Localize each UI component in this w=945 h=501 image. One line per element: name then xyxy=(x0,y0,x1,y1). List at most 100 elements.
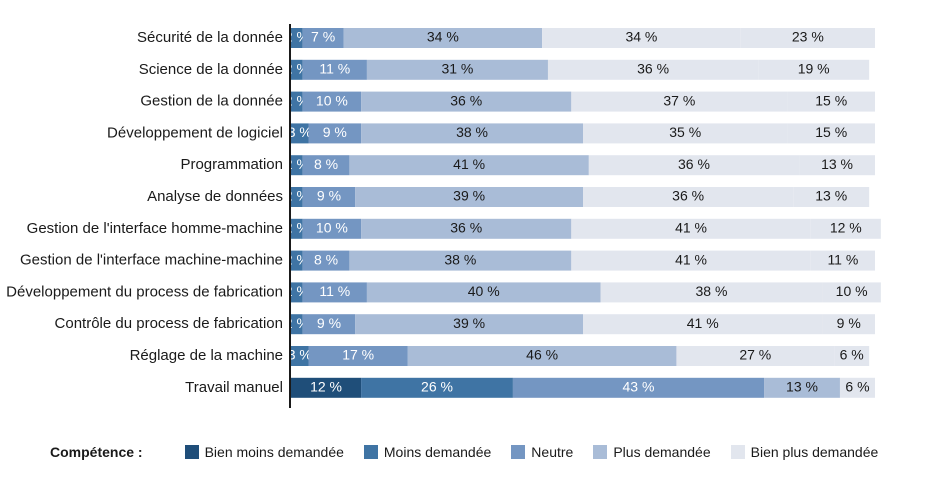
legend-swatch-0 xyxy=(184,445,199,459)
bar-segment-r10-s5 xyxy=(834,346,870,366)
legend-swatch-3 xyxy=(593,445,608,459)
bar-segment-r2-s2 xyxy=(302,91,362,112)
bar-segment-r9-s2 xyxy=(302,314,356,335)
bar-segment-r4-s4 xyxy=(588,155,800,176)
data-label-r7-s3: 38 % xyxy=(444,251,476,267)
bar-segment-r5-s2 xyxy=(302,187,356,207)
bar-segment-r1-s4 xyxy=(547,59,759,80)
data-label-r1-s3: 31 % xyxy=(441,61,473,77)
bar-segment-r7-s1 xyxy=(291,250,303,271)
data-label-r8-s5: 10 % xyxy=(836,283,868,299)
data-label-r2-s2: 10 % xyxy=(316,92,348,108)
stacked-bar-chart: Sécurité de la donnée Science de la donné… xyxy=(6,24,881,408)
legend-swatch-4 xyxy=(730,445,745,459)
legend-swatch-2 xyxy=(511,445,526,459)
data-label-r0-s5: 23 % xyxy=(792,29,824,45)
data-label-r6-s5: 12 % xyxy=(830,220,862,236)
legend-title: Compétence : xyxy=(50,444,143,460)
bar-segment-r0-s4 xyxy=(542,28,741,48)
category-label-5: Analyse de données xyxy=(147,188,283,205)
data-label-r7-s4: 41 % xyxy=(675,251,707,267)
category-label-6: Gestion de l'interface homme-machine xyxy=(27,220,283,237)
bar-segment-r5-s3 xyxy=(355,187,583,207)
bar-segment-r9-s3 xyxy=(355,314,583,335)
category-label-0: Sécurité de la donnée xyxy=(137,29,283,46)
data-label-r6-s3: 36 % xyxy=(450,220,482,236)
bar-segment-r0-s5 xyxy=(740,28,875,48)
data-label-r9-s2: 9 % xyxy=(317,315,341,331)
bar-segment-r9-s4 xyxy=(583,314,823,335)
bar-segment-r1-s3 xyxy=(366,59,548,80)
data-label-r5-s5: 13 % xyxy=(815,188,847,204)
bar-segment-r4-s1 xyxy=(291,155,303,176)
legend-item-bien-plus-demandee: Bien plus demandée xyxy=(730,444,878,460)
data-label-r11-s3: 13 % xyxy=(786,379,818,395)
legend-label-1: Moins demandée xyxy=(383,444,492,460)
legend-item-neutre: Neutre xyxy=(511,444,573,460)
legend-item-plus-demandee: Plus demandée xyxy=(593,444,711,460)
data-label-r9-s5: 9 % xyxy=(837,315,861,331)
bar-segment-r0-s2 xyxy=(302,28,344,48)
data-label-r10-s5: 6 % xyxy=(840,347,864,363)
bar-segment-r8-s5 xyxy=(822,282,881,303)
bar-segment-r4-s5 xyxy=(799,155,875,176)
bar-segment-r8-s2 xyxy=(302,282,367,303)
data-label-r9-s3: 39 % xyxy=(453,315,485,331)
legend-item-bien-moins-demandee: Bien moins demandée xyxy=(184,444,344,460)
bar-segment-r10-s4 xyxy=(676,346,835,366)
bar-segment-r6-s1 xyxy=(291,218,303,239)
data-label-r11-s2: 43 % xyxy=(623,379,655,395)
bar-segment-r6-s4 xyxy=(571,218,811,239)
data-label-r1-s2: 11 % xyxy=(319,61,350,77)
data-label-r4-s3: 41 % xyxy=(453,156,485,172)
data-label-r3-s1: 3 % xyxy=(288,124,312,140)
bar-segment-r4-s3 xyxy=(349,155,589,176)
category-label-3: Développement de logiciel xyxy=(107,124,283,141)
data-label-r1-s5: 19 % xyxy=(798,61,830,77)
bar-segment-r8-s3 xyxy=(366,282,601,303)
category-labels: Sécurité de la donnée Science de la donné… xyxy=(6,29,283,396)
data-label-r10-s1: 3 % xyxy=(288,347,312,363)
bar-segment-r3-s2 xyxy=(308,123,362,144)
category-label-4: Programmation xyxy=(180,156,283,173)
legend-item-moins-demandee: Moins demandée xyxy=(363,444,492,460)
bar-segment-r11-s0 xyxy=(291,377,362,398)
category-label-7: Gestion de l'interface machine-machine xyxy=(20,252,283,269)
data-label-r3-s5: 15 % xyxy=(815,124,847,140)
data-label-r2-s5: 15 % xyxy=(815,92,847,108)
data-label-r10-s3: 46 % xyxy=(526,347,558,363)
data-label-r3-s3: 38 % xyxy=(456,124,488,140)
bar-segment-r10-s2 xyxy=(308,346,408,366)
bar-segment-r4-s2 xyxy=(302,155,350,176)
legend-swatch-1 xyxy=(363,445,378,459)
category-label-11: Travail manuel xyxy=(185,379,283,396)
bar-segment-r6-s5 xyxy=(810,218,881,239)
bar-segment-r10-s3 xyxy=(407,346,677,366)
data-label-r11-s4: 6 % xyxy=(845,379,869,395)
data-label-r4-s4: 36 % xyxy=(678,156,710,172)
category-label-10: Réglage de la machine xyxy=(130,347,283,364)
data-label-r6-s2: 10 % xyxy=(316,220,348,236)
data-label-r9-s4: 41 % xyxy=(687,315,719,331)
category-label-1: Science de la donnée xyxy=(139,61,283,78)
bars: 2 % 7 % 34 % 34 % 23 %2 % 11 % 31 % 36 % 19 %2 %… xyxy=(285,28,881,398)
bar-segment-r11-s4 xyxy=(839,377,875,398)
bar-segment-r1-s5 xyxy=(758,59,870,80)
data-label-r4-s2: 8 % xyxy=(314,156,338,172)
bar-segment-r3-s4 xyxy=(583,123,788,144)
data-label-r10-s2: 17 % xyxy=(342,347,374,363)
data-label-r5-s4: 36 % xyxy=(672,188,704,204)
data-label-r5-s2: 9 % xyxy=(317,188,341,204)
bar-segment-r8-s1 xyxy=(291,282,303,303)
bar-segment-r1-s2 xyxy=(302,59,367,80)
data-label-r4-s5: 13 % xyxy=(821,156,853,172)
data-label-r11-s1: 26 % xyxy=(421,379,453,395)
data-label-r0-s4: 34 % xyxy=(625,29,657,45)
data-label-r8-s4: 38 % xyxy=(696,283,728,299)
data-label-r3-s4: 35 % xyxy=(669,124,701,140)
bar-segment-r3-s5 xyxy=(787,123,875,144)
bar-segment-r9-s5 xyxy=(822,314,875,335)
legend-label-3: Plus demandée xyxy=(613,444,711,460)
bar-segment-r5-s4 xyxy=(583,187,794,207)
bar-segment-r10-s1 xyxy=(291,346,309,366)
